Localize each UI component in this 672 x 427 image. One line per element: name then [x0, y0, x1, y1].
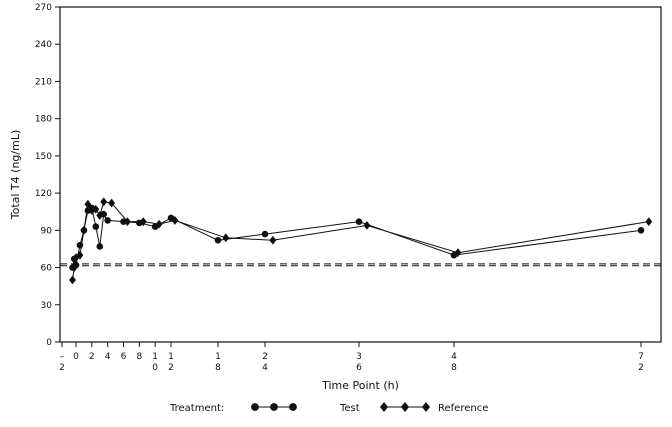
x-tick-label: 4: [451, 352, 457, 362]
y-tick-label: 120: [35, 189, 52, 199]
y-tick-label: 60: [41, 264, 53, 274]
x-tick-label: 2: [89, 352, 95, 362]
x-axis-title: Time Point (h): [321, 379, 399, 392]
data-point-test: [104, 217, 111, 224]
legend-marker-reference: [379, 402, 389, 412]
legend-marker-reference: [400, 402, 410, 412]
legend-label-test: Test: [339, 403, 360, 414]
x-tick-label: 2: [262, 352, 268, 362]
y-tick-label: 180: [35, 115, 52, 125]
data-point-test: [96, 243, 104, 250]
data-point-reference: [84, 199, 92, 209]
data-point-test: [214, 236, 222, 244]
plot-frame: [59, 6, 662, 343]
x-tick-label: 8: [451, 363, 457, 373]
data-point-test: [637, 227, 645, 234]
legend-marker-reference: [421, 402, 431, 412]
data-point-reference: [454, 248, 462, 258]
data-point-reference: [70, 263, 78, 272]
x-tick-label: 8: [136, 352, 142, 362]
y-axis-title: Total T4 (ng/mL): [9, 130, 22, 221]
x-tick-label: 0: [73, 352, 79, 362]
x-tick-label: 8: [215, 363, 221, 373]
x-tick-label: 2: [638, 363, 644, 373]
y-tick-label: 240: [35, 40, 52, 50]
data-point-reference: [171, 215, 179, 225]
y-tick-label: 90: [41, 226, 53, 236]
data-point-reference: [363, 220, 371, 230]
data-point-test: [261, 230, 269, 238]
y-tick-label: 150: [35, 152, 52, 162]
x-tick-label: 3: [356, 352, 362, 362]
y-tick-label: 30: [41, 301, 53, 311]
legend-marker-test: [289, 403, 297, 411]
data-point-reference: [124, 217, 131, 227]
data-point-reference: [80, 225, 88, 235]
x-tick-label: 4: [262, 363, 268, 373]
data-point-reference: [269, 235, 277, 245]
x-tick-label: 7: [638, 352, 644, 362]
data-point-reference: [222, 233, 230, 243]
x-tick-label: –: [60, 352, 65, 362]
data-point-test: [355, 218, 363, 225]
x-tick-label: 1: [215, 352, 221, 362]
x-tick-label: 6: [356, 363, 362, 373]
legend-label-reference: Reference: [438, 403, 488, 414]
data-point-test: [92, 223, 100, 230]
data-point-reference: [76, 250, 84, 260]
x-tick-label: 1: [168, 352, 174, 362]
data-point-reference: [92, 204, 100, 214]
x-tick-label: 2: [59, 363, 65, 373]
legend-marker-test: [270, 403, 278, 411]
x-tick-label: 6: [121, 352, 127, 362]
data-point-reference: [645, 217, 653, 227]
data-point-reference: [100, 197, 108, 207]
data-point-reference: [139, 217, 147, 227]
data-point-reference: [69, 275, 76, 285]
series-line-reference: [72, 201, 649, 281]
data-point-reference: [108, 198, 116, 208]
y-tick-label: 270: [35, 3, 52, 13]
legend-title: Treatment:: [169, 403, 224, 414]
series-line-test: [72, 207, 642, 268]
data-point-reference: [155, 219, 163, 229]
data-point-reference: [96, 211, 104, 220]
x-tick-label: 1: [152, 352, 158, 362]
x-tick-label: 4: [105, 352, 111, 362]
legend-marker-test: [251, 403, 259, 411]
x-tick-label: 0: [152, 363, 158, 373]
x-tick-label: 2: [168, 363, 174, 373]
y-tick-label: 210: [35, 77, 52, 87]
y-tick-label: 0: [46, 338, 52, 348]
